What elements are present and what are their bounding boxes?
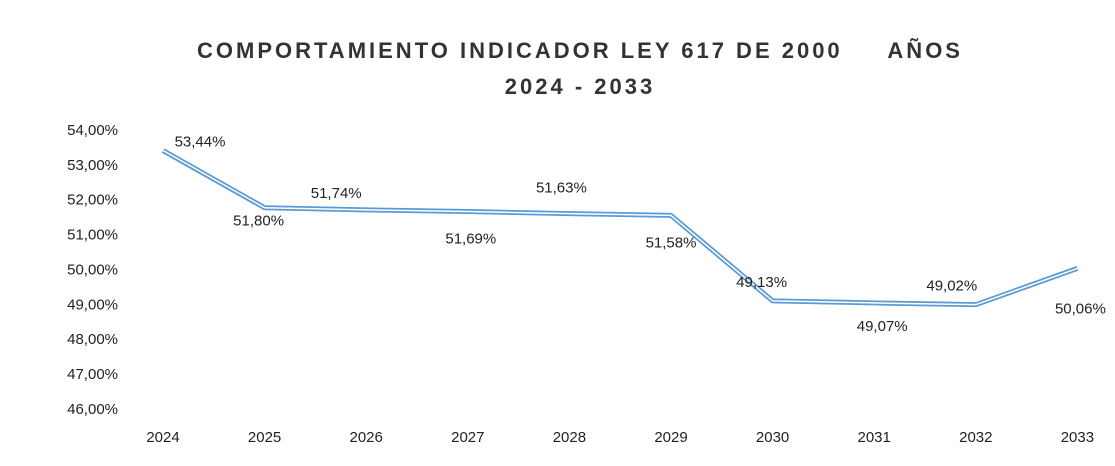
data-label: 49,07% — [857, 318, 908, 335]
data-label: 49,13% — [736, 274, 787, 291]
x-tick-label: 2033 — [1061, 429, 1094, 446]
chart-subtitle: 2024 - 2033 — [505, 74, 655, 99]
data-label: 51,69% — [445, 231, 496, 248]
y-tick-label: 51,00% — [67, 227, 118, 244]
chart-title: COMPORTAMIENTO INDICADOR LEY 617 DE 2000… — [197, 38, 963, 63]
x-tick-label: 2031 — [858, 429, 891, 446]
x-tick-label: 2024 — [146, 429, 179, 446]
x-tick-label: 2030 — [756, 429, 789, 446]
data-label: 49,02% — [926, 278, 977, 295]
data-label: 53,44% — [175, 133, 226, 150]
y-tick-label: 54,00% — [67, 122, 118, 139]
y-tick-label: 48,00% — [67, 331, 118, 348]
y-tick-label: 46,00% — [67, 401, 118, 418]
y-tick-label: 50,00% — [67, 261, 118, 278]
y-tick-label: 47,00% — [67, 366, 118, 383]
x-tick-label: 2025 — [248, 429, 281, 446]
data-label: 51,58% — [646, 234, 697, 251]
data-label: 50,06% — [1055, 300, 1106, 317]
x-tick-label: 2029 — [654, 429, 687, 446]
y-tick-label: 49,00% — [67, 296, 118, 313]
data-label: 51,74% — [311, 185, 362, 202]
x-tick-label: 2026 — [350, 429, 383, 446]
series-line-inner — [162, 149, 1078, 306]
x-tick-label: 2032 — [959, 429, 992, 446]
data-label: 51,80% — [233, 213, 284, 230]
x-tick-label: 2027 — [451, 429, 484, 446]
x-tick-label: 2028 — [553, 429, 586, 446]
y-tick-label: 52,00% — [67, 192, 118, 209]
data-label: 51,63% — [536, 180, 587, 197]
y-tick-label: 53,00% — [67, 157, 118, 174]
